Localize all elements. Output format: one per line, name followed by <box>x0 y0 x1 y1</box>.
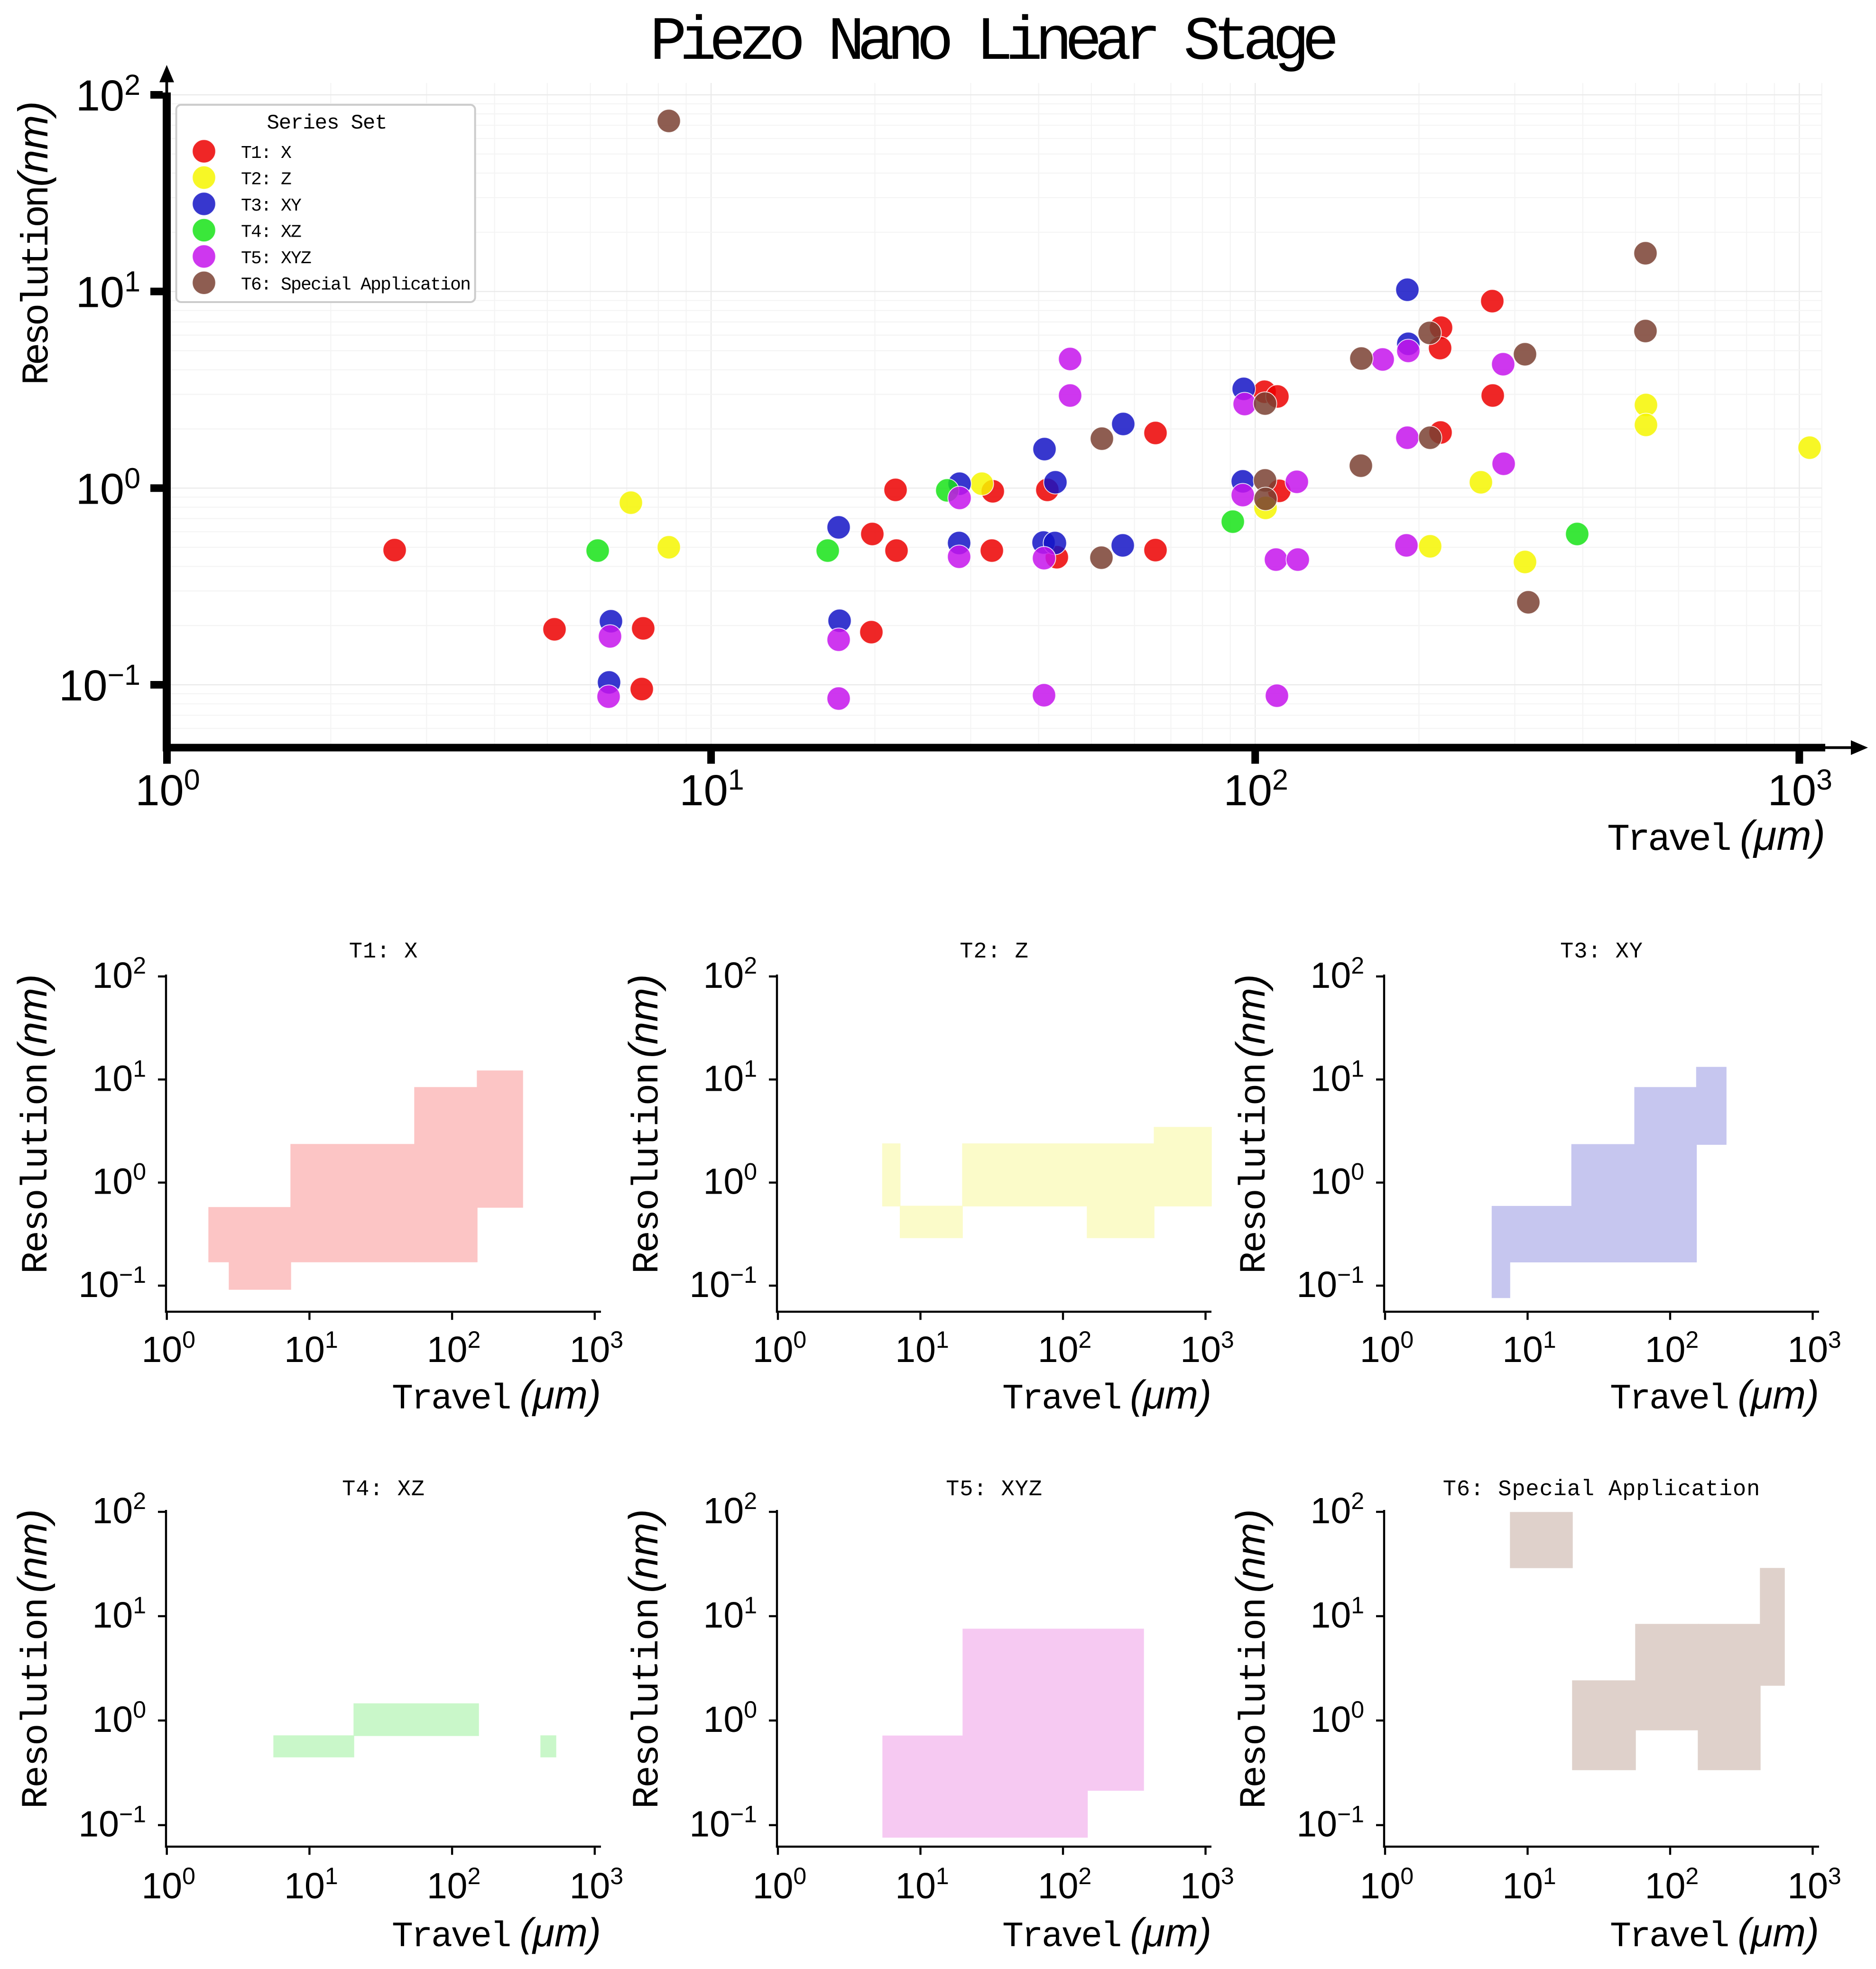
svg-text:(nm): (nm) <box>1228 974 1274 1058</box>
svg-text:T2: Z: T2: Z <box>960 939 1029 965</box>
svg-text:101: 101 <box>92 1592 146 1636</box>
svg-text:Series Set: Series Set <box>267 111 387 135</box>
svg-text:T5: XYZ: T5: XYZ <box>241 248 311 269</box>
svg-text:(μm): (μm) <box>519 1910 601 1955</box>
svg-text:T3: XY: T3: XY <box>241 196 302 216</box>
svg-text:(nm): (nm) <box>621 1509 666 1593</box>
svg-text:Piezo Nano Linear Stage: Piezo Nano Linear Stage <box>650 8 1335 78</box>
svg-text:(nm): (nm) <box>1228 1509 1274 1593</box>
svg-text:T4: XZ: T4: XZ <box>241 222 301 242</box>
svg-text:101: 101 <box>1311 1592 1364 1636</box>
svg-text:Resolution: Resolution <box>16 1599 58 1809</box>
svg-text:10−1: 10−1 <box>689 1261 757 1305</box>
svg-text:102: 102 <box>1038 1326 1091 1370</box>
svg-text:Resolution: Resolution <box>1234 1599 1276 1809</box>
svg-text:(nm): (nm) <box>9 101 56 187</box>
svg-text:(μm): (μm) <box>1737 1910 1819 1955</box>
svg-text:101: 101 <box>679 764 744 815</box>
svg-text:101: 101 <box>703 1055 757 1099</box>
svg-text:Travel: Travel <box>1607 819 1730 862</box>
svg-text:Resolution: Resolution <box>16 1064 58 1274</box>
svg-text:10−1: 10−1 <box>78 1801 146 1845</box>
svg-text:T6: Special Application: T6: Special Application <box>241 275 470 295</box>
svg-text:103: 103 <box>1787 1863 1841 1906</box>
svg-text:Resolution: Resolution <box>16 188 59 385</box>
svg-text:T2: Z: T2: Z <box>241 170 291 190</box>
svg-text:Travel: Travel <box>1002 1917 1120 1957</box>
svg-text:Resolution: Resolution <box>1234 1064 1276 1274</box>
svg-text:10−1: 10−1 <box>1296 1801 1364 1845</box>
svg-text:(μm): (μm) <box>519 1372 601 1417</box>
svg-text:Travel: Travel <box>1610 1917 1728 1957</box>
svg-text:(μm): (μm) <box>1130 1372 1211 1417</box>
svg-text:(nm): (nm) <box>621 974 666 1058</box>
svg-text:100: 100 <box>703 1696 757 1740</box>
svg-text:102: 102 <box>427 1326 481 1370</box>
svg-text:T1: X: T1: X <box>241 143 292 164</box>
svg-text:Travel: Travel <box>1610 1379 1728 1419</box>
svg-text:(μm): (μm) <box>1130 1910 1211 1955</box>
svg-text:Travel: Travel <box>392 1379 510 1419</box>
svg-text:T6: Special Application: T6: Special Application <box>1443 1477 1760 1502</box>
svg-text:100: 100 <box>92 1159 146 1202</box>
svg-text:103: 103 <box>1787 1326 1841 1370</box>
svg-text:100: 100 <box>1360 1863 1414 1906</box>
svg-text:(nm): (nm) <box>10 974 55 1058</box>
svg-text:Travel: Travel <box>392 1917 510 1957</box>
svg-text:T5: XYZ: T5: XYZ <box>946 1477 1043 1502</box>
svg-text:102: 102 <box>1038 1863 1091 1906</box>
svg-text:T3: XY: T3: XY <box>1560 939 1643 965</box>
svg-text:(nm): (nm) <box>10 1509 55 1593</box>
svg-text:103: 103 <box>1180 1863 1234 1906</box>
svg-text:T4: XZ: T4: XZ <box>342 1477 425 1502</box>
svg-text:Resolution: Resolution <box>627 1599 669 1809</box>
svg-text:101: 101 <box>284 1326 338 1370</box>
svg-text:(μm): (μm) <box>1737 1372 1819 1417</box>
svg-text:103: 103 <box>570 1863 623 1906</box>
svg-text:Resolution: Resolution <box>627 1064 669 1274</box>
svg-text:T1: X: T1: X <box>349 939 418 965</box>
svg-text:(μm): (μm) <box>1740 812 1825 859</box>
svg-text:Travel: Travel <box>1002 1379 1120 1419</box>
svg-text:100: 100 <box>753 1863 806 1906</box>
